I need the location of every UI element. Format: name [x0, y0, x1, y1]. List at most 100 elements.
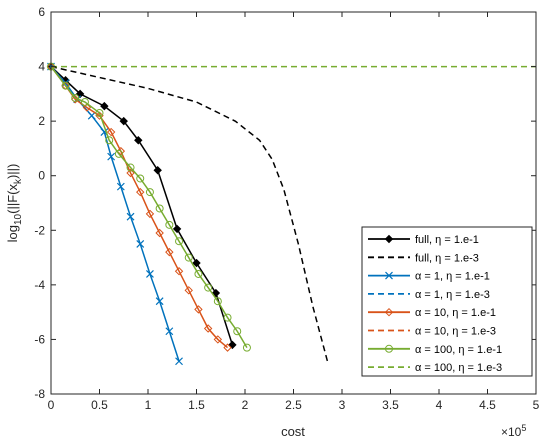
data-point [233, 327, 242, 336]
data-point [134, 136, 143, 145]
legend-label: α = 100, η = 1.e-1 [415, 344, 502, 356]
y-axis-label: log10(||F(xk)||) [5, 164, 24, 243]
legend-label: full, η = 1.e-3 [415, 252, 479, 264]
legend-entry: α = 1, η = 1.e-3 [368, 289, 490, 301]
legend-label: α = 10, η = 1.e-3 [415, 326, 496, 338]
x-tick-label: 4.5 [479, 398, 496, 412]
data-point [71, 93, 80, 102]
data-point [87, 111, 96, 120]
data-point [95, 111, 104, 120]
data-point [184, 253, 193, 262]
legend-entry: α = 1, η = 1.e-1 [368, 271, 490, 283]
legend-box [361, 226, 533, 377]
data-point [172, 224, 182, 234]
data-point [223, 343, 232, 352]
data-point [165, 220, 174, 229]
data-point [155, 228, 164, 238]
data-point [136, 240, 145, 248]
x-tick-label: 3 [339, 398, 346, 412]
data-point [194, 305, 203, 314]
data-point [192, 258, 201, 268]
legend-label: α = 10, η = 1.e-1 [415, 307, 496, 319]
x-tick-label: 3.5 [382, 398, 399, 412]
data-point [82, 103, 92, 112]
data-point [175, 357, 183, 366]
data-point [385, 271, 393, 280]
data-point [384, 234, 394, 244]
data-point [114, 149, 123, 158]
data-point [384, 307, 394, 317]
x-axis-label: cost [281, 424, 305, 439]
x-tick-label: 2 [242, 398, 249, 412]
legend-label: α = 1, η = 1.e-1 [415, 271, 490, 283]
data-point [100, 101, 109, 111]
data-point [204, 283, 213, 292]
series-line [50, 65, 329, 362]
data-point [136, 174, 145, 183]
x-tick-label: 0.5 [91, 398, 108, 412]
y-tick-label: -2 [34, 223, 45, 237]
data-point [126, 163, 135, 172]
legend-entry: α = 100, η = 1.e-1 [368, 344, 502, 356]
legend-label: α = 100, η = 1.e-3 [415, 362, 502, 374]
data-point [213, 335, 223, 344]
legend-entry: α = 10, η = 1.e-3 [368, 326, 496, 338]
data-point [136, 187, 145, 197]
y-tick-label: 0 [38, 169, 45, 183]
x-exponent-label: ×105 [501, 423, 526, 439]
data-point [385, 344, 393, 353]
x-tick-label: 2.5 [285, 398, 302, 412]
series-2 [50, 65, 329, 362]
legend-label: α = 1, η = 1.e-3 [415, 289, 490, 301]
y-tick-label: 6 [38, 5, 45, 19]
data-point [145, 188, 154, 197]
data-point [203, 324, 213, 333]
y-tick-label: -4 [34, 278, 45, 292]
data-point [126, 212, 135, 221]
data-point [61, 81, 70, 90]
data-point [242, 343, 251, 352]
data-point [145, 209, 155, 219]
data-point [107, 152, 116, 161]
data-point [228, 340, 237, 350]
x-tick-label: 1.5 [188, 398, 205, 412]
data-point [194, 269, 203, 278]
legend-entry: full, η = 1.e-3 [368, 252, 479, 264]
data-point [184, 286, 193, 295]
data-point [174, 267, 184, 276]
data-point [213, 297, 222, 306]
data-point [95, 108, 104, 117]
legend: full, η = 1.e-1 full, η = 1.e-3 α = 1, η =… [361, 226, 533, 377]
data-point [211, 288, 221, 298]
data-point [155, 204, 164, 213]
data-point [61, 79, 70, 87]
legend-label: full, η = 1.e-1 [415, 234, 479, 246]
svg-text:log10(||F(xk)||): log10(||F(xk)||) [5, 164, 24, 243]
ticks-layer: 0 0.5 1 1.5 2 2.5 3 3.5 4 4.5 5 -8 -6 -4 -2 0 2 4 6 [34, 5, 539, 412]
data-point [155, 297, 164, 306]
data-point [165, 247, 174, 257]
x-tick-label: 4 [436, 398, 443, 412]
x-tick-label: 0 [48, 398, 55, 412]
data-point [126, 168, 135, 178]
y-tick-label: 2 [38, 114, 45, 128]
data-point [80, 98, 89, 107]
y-tick-label: -6 [34, 332, 45, 346]
data-point [106, 127, 116, 137]
data-point [223, 313, 232, 322]
y-tick-label: -8 [34, 387, 45, 401]
data-point [146, 270, 154, 278]
data-point [119, 116, 128, 126]
series-line [50, 66, 248, 348]
data-point [105, 136, 114, 145]
y-tick-label: 4 [38, 60, 45, 74]
data-point [116, 182, 125, 191]
x-tick-label: 1 [145, 398, 152, 412]
legend-entry: full, η = 1.e-1 [368, 234, 479, 246]
legend-entry: α = 10, η = 1.e-1 [368, 307, 496, 319]
svg-text:×105: ×105 [501, 423, 526, 439]
x-tick-label: 5 [533, 398, 540, 412]
data-point [165, 327, 174, 336]
data-point [153, 166, 162, 175]
